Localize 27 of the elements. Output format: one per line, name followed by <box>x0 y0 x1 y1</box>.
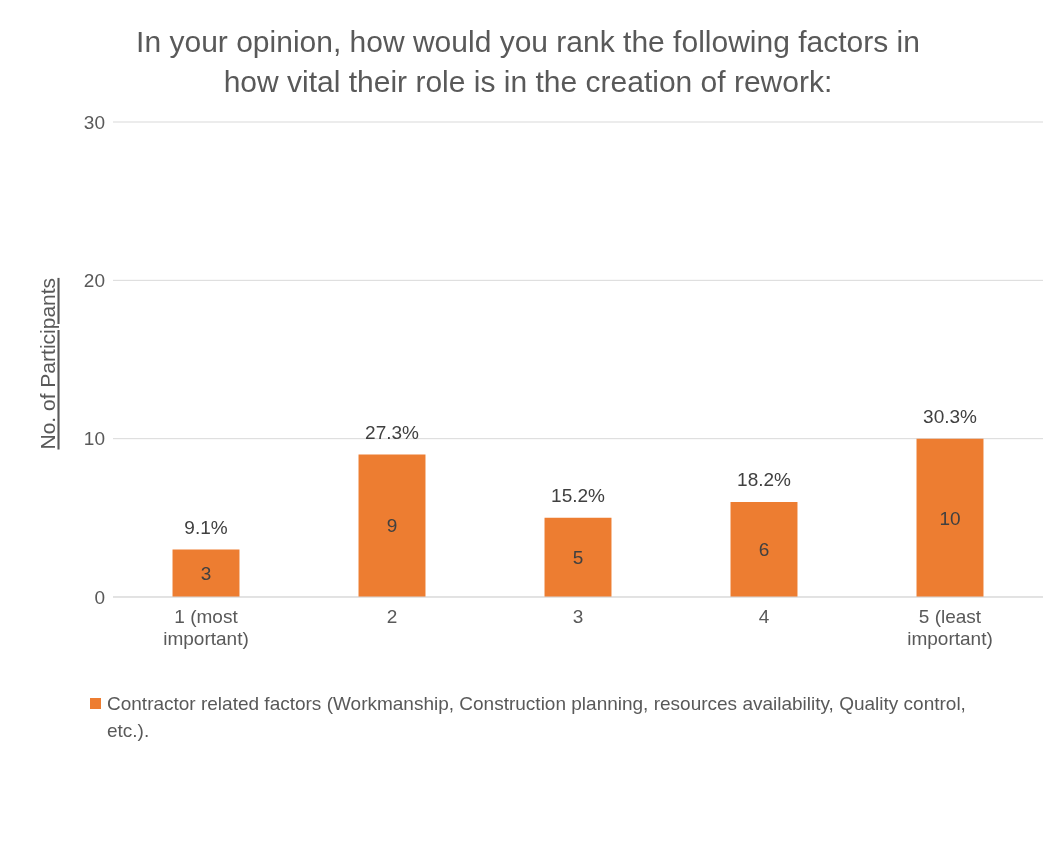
data-label: 3 <box>200 562 212 584</box>
y-tick-label: 10 <box>83 428 105 450</box>
annotation: 15.2% <box>551 484 606 506</box>
x-tick-label: 4 <box>758 606 770 627</box>
data-label: 6 <box>758 539 770 561</box>
y-tick-label: 20 <box>83 270 105 292</box>
y-tick-label: 30 <box>83 111 105 133</box>
bar <box>172 549 240 597</box>
bar <box>544 517 612 597</box>
data-label: 5 <box>572 547 584 569</box>
annotation: 18.2% <box>737 469 792 490</box>
x-tick-label: 1 (most important) <box>163 606 249 649</box>
bar <box>358 454 426 597</box>
data-label: 10 <box>939 507 961 529</box>
x-tick-label: 3 <box>572 606 584 627</box>
y-axis-title: No. of Participants <box>36 277 60 450</box>
x-tick-label: 2 <box>386 606 398 627</box>
annotation: 27.3% <box>365 421 420 443</box>
bar <box>730 502 798 597</box>
bar <box>916 438 984 597</box>
chart-title: In your opinion, how would you rank the following factors in how vital their role is in the creation of rework: <box>135 24 921 100</box>
y-tick-label: 0 <box>94 586 105 608</box>
data-label: 9 <box>386 515 398 537</box>
x-tick-label: 5 (least important) <box>907 606 993 649</box>
legend-label: Contractor related factors (Workmanship, Construction planning, resources availability, Quality control, etc.). <box>107 692 967 743</box>
annotation: 30.3% <box>923 405 978 427</box>
annotation: 9.1% <box>184 516 228 538</box>
